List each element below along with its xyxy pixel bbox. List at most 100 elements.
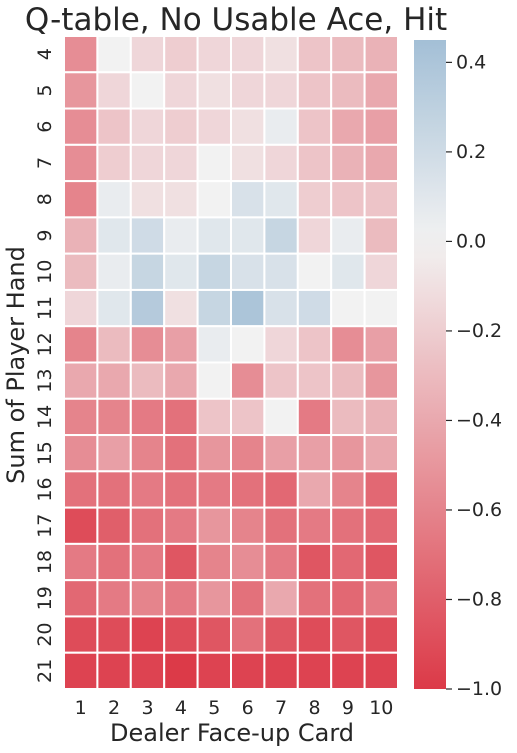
heatmap-cell	[230, 615, 266, 654]
heatmap-cell	[263, 579, 299, 618]
x-tick-label: 4	[175, 697, 187, 719]
heatmap-cell	[163, 143, 199, 183]
heatmap-cell	[296, 397, 333, 437]
heatmap-cell	[330, 651, 366, 691]
heatmap-cell	[363, 506, 400, 545]
heatmap-cell	[63, 71, 99, 110]
heatmap-cell	[96, 71, 132, 110]
heatmap-cell	[330, 579, 366, 618]
heatmap-cell	[196, 615, 233, 654]
heatmap-cell	[330, 506, 366, 545]
heatmap-cell	[63, 180, 99, 219]
heatmap-cell	[330, 397, 366, 437]
x-tick-label: 10	[369, 697, 393, 719]
heatmap-cell	[296, 216, 333, 255]
heatmap-cell	[63, 288, 99, 328]
heatmap-cell	[129, 651, 166, 691]
y-tick-label: 18	[34, 550, 56, 574]
heatmap-cell	[163, 288, 199, 328]
heatmap-cell	[263, 71, 299, 110]
heatmap-cell	[296, 434, 333, 473]
heatmap-cell	[63, 434, 99, 473]
heatmap-cell	[296, 579, 333, 618]
heatmap-cell	[230, 35, 266, 74]
heatmap-cell	[96, 397, 132, 437]
heatmap-cell	[163, 651, 199, 691]
y-tick-label: 10	[34, 260, 56, 284]
heatmap-cell	[296, 651, 333, 691]
heatmap-cell	[129, 288, 166, 328]
heatmap-cell	[63, 397, 99, 437]
heatmap-cell	[296, 542, 333, 582]
heatmap-cell	[63, 252, 99, 291]
x-tick-label: 1	[75, 697, 87, 719]
heatmap-cell	[230, 216, 266, 255]
heatmap-cell	[63, 107, 99, 146]
heatmap-cell	[330, 216, 366, 255]
heatmap-cell	[230, 470, 266, 509]
heatmap-cell	[96, 107, 132, 146]
heatmap-cell	[230, 579, 266, 618]
heatmap-cell	[330, 143, 366, 183]
y-tick-label: 7	[34, 157, 56, 169]
heatmap-cell	[163, 506, 199, 545]
heatmap-cell	[296, 143, 333, 183]
heatmap-cell	[263, 615, 299, 654]
heatmap-cell	[96, 542, 132, 582]
x-tick-label: 3	[141, 697, 153, 719]
heatmap-cell	[96, 216, 132, 255]
heatmap-cell	[230, 651, 266, 691]
y-tick-label: 12	[34, 332, 56, 356]
heatmap-cell	[163, 107, 199, 146]
heatmap-cell	[63, 615, 99, 654]
heatmap-cell	[296, 470, 333, 509]
heatmap-cell	[196, 288, 233, 328]
heatmap-cell	[263, 506, 299, 545]
y-tick-label: 21	[34, 659, 56, 683]
heatmap-cell	[296, 506, 333, 545]
heatmap-cell	[196, 434, 233, 473]
heatmap-cell	[129, 180, 166, 219]
colorbar-tick-label: 0.4	[456, 51, 486, 73]
heatmap-cell	[96, 361, 132, 400]
heatmap-cell	[330, 35, 366, 74]
heatmap-cell	[63, 361, 99, 400]
heatmap-cell	[230, 506, 266, 545]
heatmap-cell	[196, 216, 233, 255]
heatmap-cell	[129, 325, 166, 364]
heatmap-cell	[129, 615, 166, 654]
heatmap-cell	[330, 361, 366, 400]
heatmap-cell	[129, 71, 166, 110]
heatmap-cell	[196, 71, 233, 110]
heatmap-cell	[230, 180, 266, 219]
heatmap-cell	[163, 542, 199, 582]
heatmap-cell	[296, 71, 333, 110]
heatmap-cell	[163, 470, 199, 509]
heatmap-cell	[63, 216, 99, 255]
heatmap-cell	[96, 325, 132, 364]
heatmap-cell	[363, 180, 400, 219]
heatmap-cell	[363, 434, 400, 473]
x-tick-label: 8	[308, 697, 320, 719]
y-tick-label: 13	[34, 369, 56, 393]
x-tick-label: 7	[275, 697, 287, 719]
colorbar-tick-label: −0.8	[456, 588, 502, 610]
y-tick-label: 5	[34, 84, 56, 96]
heatmap-cell	[263, 434, 299, 473]
y-tick-labels: 4 5 6 7 8 9 10 11 12 13 14 15 16 17 18 19 20 21	[34, 48, 56, 683]
heatmap-cell	[330, 107, 366, 146]
heatmap-cell	[230, 397, 266, 437]
heatmap-cell	[96, 35, 132, 74]
heatmap-cell	[363, 615, 400, 654]
heatmap-cell	[63, 506, 99, 545]
heatmap-cell	[363, 107, 400, 146]
heatmap-cell	[63, 651, 99, 691]
heatmap-cell	[163, 180, 199, 219]
heatmap-cell	[96, 579, 132, 618]
heatmap-cell	[363, 542, 400, 582]
heatmap-cell	[330, 325, 366, 364]
heatmap-cell	[63, 470, 99, 509]
y-tick-label: 14	[34, 405, 56, 429]
heatmap-cell	[63, 542, 99, 582]
heatmap-cell	[96, 470, 132, 509]
